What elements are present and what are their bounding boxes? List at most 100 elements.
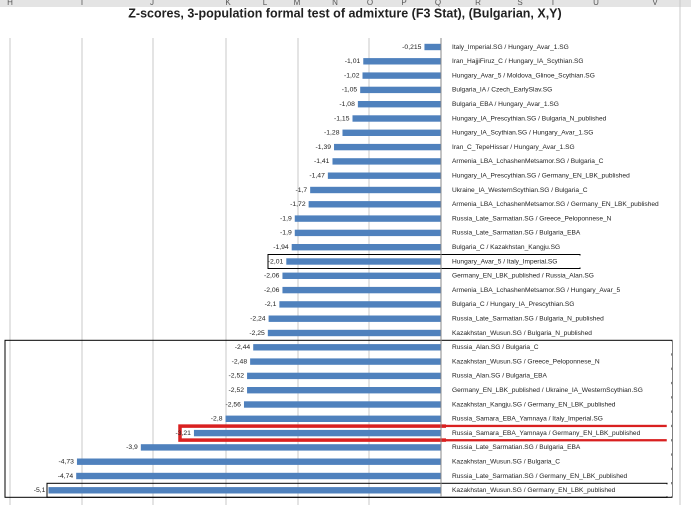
category-label: Russia_Late_Sarmatian.SG / Germany_EN_LB… xyxy=(452,473,628,480)
category-label: Germany_EN_LBK_published / Russia_Alan.S… xyxy=(452,273,594,280)
category-label: Bulgaria_C / Hungary_IA_Prescythian.SG xyxy=(452,301,574,308)
label-bg xyxy=(446,470,672,482)
column-letter: V xyxy=(652,0,658,7)
category-label: Armenia_LBA_LchashenMetsamor.SG / Bulgar… xyxy=(452,158,604,165)
value-label: -1,7 xyxy=(295,187,307,194)
category-label: Armenia_LBA_LchashenMetsamor.SG / Hungar… xyxy=(452,287,620,294)
value-label: -2,24 xyxy=(250,315,266,322)
bar xyxy=(291,244,441,251)
label-bg xyxy=(446,212,672,225)
bar xyxy=(225,415,441,422)
label-bg xyxy=(446,284,672,297)
bar xyxy=(286,258,441,265)
value-label: -2,1 xyxy=(265,301,277,308)
label-bg xyxy=(446,384,672,397)
value-label: -3,21 xyxy=(175,430,191,437)
label-bg xyxy=(446,198,672,211)
value-label: -2,56 xyxy=(225,401,241,408)
category-label: Armenia_LBA_LchashenMetsamor.SG / German… xyxy=(452,201,659,208)
value-label: -5,1 xyxy=(34,487,46,494)
column-letter: I xyxy=(81,0,83,7)
value-label: -1,39 xyxy=(316,144,332,151)
value-label: -2,44 xyxy=(235,344,251,351)
column-letter: U xyxy=(593,0,599,7)
bar xyxy=(294,229,441,237)
value-label: -1,15 xyxy=(334,115,350,122)
bar xyxy=(48,487,441,494)
bar xyxy=(253,344,441,351)
bar xyxy=(342,129,441,136)
category-label: Hungary_Avar_5 / Italy_Imperial.SG xyxy=(452,258,557,265)
category-label: Russia_Alan.SG / Bulgaria_C xyxy=(452,344,539,351)
value-label: -2,06 xyxy=(264,273,280,280)
value-label: -2,52 xyxy=(229,387,245,394)
value-label: -3,9 xyxy=(126,444,138,451)
column-letter: T xyxy=(551,0,556,7)
column-letter: N xyxy=(332,0,338,7)
bar xyxy=(76,472,442,480)
category-label: Russia_Late_Sarmatian.SG / Bulgaria_EBA xyxy=(452,444,581,451)
value-label: -2,48 xyxy=(232,358,248,365)
label-bg xyxy=(446,55,672,68)
category-label: Russia_Alan.SG / Bulgaria_EBA xyxy=(452,373,548,380)
category-label: Iran_HajjiFiruz_C / Hungary_IA_Scythian.… xyxy=(452,58,584,65)
column-letter: R xyxy=(475,0,481,7)
label-bg xyxy=(446,255,672,268)
column-header-bar xyxy=(0,0,691,7)
category-label: Hungary_IA_Prescythian.SG / Bulgaria_N_p… xyxy=(452,115,607,122)
value-label: -4,74 xyxy=(58,473,74,480)
label-bg xyxy=(446,341,672,354)
label-bg xyxy=(446,41,672,53)
category-label: Kazakhstan_Kangju.SG / Germany_EN_LBK_pu… xyxy=(452,401,616,408)
label-bg xyxy=(446,412,672,425)
value-label: -2,25 xyxy=(249,330,265,337)
label-bg xyxy=(446,184,672,196)
value-label: -1,94 xyxy=(273,244,289,251)
bar xyxy=(243,401,441,408)
category-label: Russia_Samara_EBA_Yamnaya / Italy_Imperi… xyxy=(452,416,603,423)
category-label: Russia_Samara_EBA_Yamnaya / Germany_EN_L… xyxy=(452,430,641,437)
category-label: Russia_Late_Sarmatian.SG / Bulgaria_EBA xyxy=(452,230,581,237)
bar xyxy=(308,201,441,208)
category-label: Bulgaria_EBA / Hungary_Avar_1.SG xyxy=(452,101,559,108)
value-label: -2,01 xyxy=(268,258,284,265)
label-bg xyxy=(446,226,672,239)
column-letter: Q xyxy=(435,0,441,7)
column-letter: K xyxy=(225,0,231,7)
category-label: Bulgaria_C / Kazakhstan_Kangju.SG xyxy=(452,244,560,251)
category-label: Germany_EN_LBK_published / Ukraine_IA_We… xyxy=(452,387,643,394)
label-bg xyxy=(446,269,672,282)
category-label: Hungary_IA_Prescythian.SG / Germany_EN_L… xyxy=(452,172,630,179)
bar xyxy=(267,329,441,337)
value-label: -2,52 xyxy=(229,373,245,380)
bar xyxy=(357,101,441,108)
label-bg xyxy=(446,69,672,82)
column-letter: P xyxy=(401,0,406,7)
column-letter: S xyxy=(517,0,522,7)
bar xyxy=(282,272,441,279)
category-label: Italy_Imperial.SG / Hungary_Avar_1.SG xyxy=(452,44,569,51)
bar xyxy=(282,286,441,294)
label-bg xyxy=(446,141,672,154)
bar xyxy=(362,72,441,79)
column-letter: J xyxy=(150,0,154,7)
bar xyxy=(279,301,441,308)
value-label: -1,01 xyxy=(345,58,361,65)
label-bg xyxy=(446,427,672,440)
label-bg xyxy=(446,98,672,111)
label-bg xyxy=(446,355,672,368)
bar xyxy=(363,58,441,65)
value-label: -1,05 xyxy=(342,87,358,94)
bar xyxy=(334,143,441,151)
bar xyxy=(76,458,442,465)
label-bg xyxy=(446,327,672,339)
value-label: -2,06 xyxy=(264,287,280,294)
category-label: Kazakhstan_Wusun.SG / Bulgaria_C xyxy=(452,458,560,465)
bar xyxy=(360,86,441,94)
label-bg xyxy=(446,441,672,454)
label-bg xyxy=(446,484,672,497)
bar xyxy=(247,372,441,380)
category-label: Hungary_Avar_5 / Moldova_Glinoe_Scythian… xyxy=(452,72,595,79)
value-label: -1,9 xyxy=(280,215,292,222)
